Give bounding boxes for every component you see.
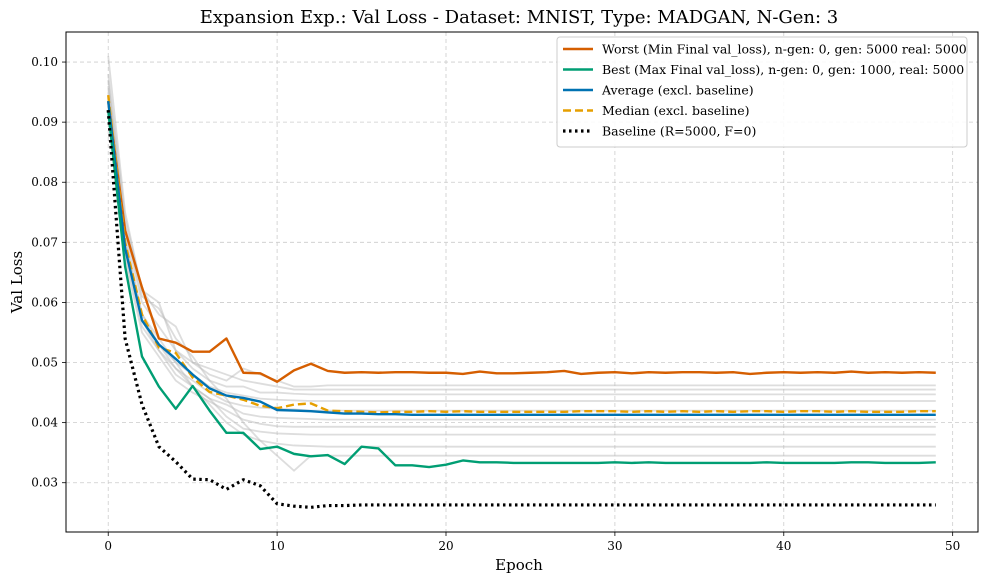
x-tick-label: 30 xyxy=(607,539,622,553)
background-run-line xyxy=(107,79,936,472)
y-tick-label: 0.06 xyxy=(31,295,58,309)
y-tick-label: 0.09 xyxy=(31,115,58,129)
y-axis-title: Val Loss xyxy=(8,251,26,314)
x-tick-label: 50 xyxy=(945,539,960,553)
background-run-line xyxy=(107,116,936,428)
y-tick-label: 0.08 xyxy=(31,175,58,189)
legend: Worst (Min Final val_loss), n-gen: 0, ge… xyxy=(556,36,968,148)
legend-box xyxy=(556,36,968,148)
background-run-line xyxy=(107,104,936,412)
series-line-worst xyxy=(107,100,936,383)
x-tick-label: 40 xyxy=(776,539,791,553)
series-line-average xyxy=(107,100,936,417)
y-axis-ticks: 0.03 0.04 0.05 0.06 0.07 0.08 0.09 0.10 xyxy=(31,55,66,490)
y-tick-label: 0.10 xyxy=(31,55,58,69)
chart-title: Expansion Exp.: Val Loss - Dataset: MNIS… xyxy=(200,7,839,28)
legend-label-baseline: Baseline (R=5000, F=0) xyxy=(602,124,756,139)
series-line-median xyxy=(107,94,936,414)
legend-label-worst: Worst (Min Final val_loss), n-gen: 0, ge… xyxy=(602,42,967,57)
legend-label-average: Average (excl. baseline) xyxy=(601,83,754,98)
y-tick-label: 0.05 xyxy=(31,356,58,370)
background-run-line xyxy=(107,85,936,396)
background-run-line xyxy=(107,55,936,388)
series-line-baseline xyxy=(106,110,936,509)
x-axis-ticks: 0 10 20 30 40 50 xyxy=(104,532,960,553)
series-lines xyxy=(106,94,936,509)
legend-label-best: Best (Max Final val_loss), n-gen: 0, gen… xyxy=(602,62,964,77)
background-run-line xyxy=(107,110,936,421)
legend-label-median: Median (excl. baseline) xyxy=(602,103,750,118)
x-axis-title: Epoch xyxy=(495,556,543,574)
background-run-line xyxy=(107,98,936,402)
x-tick-label: 10 xyxy=(269,539,284,553)
plot-frame xyxy=(65,31,979,533)
y-tick-label: 0.04 xyxy=(31,416,58,430)
y-tick-label: 0.03 xyxy=(31,476,58,490)
x-tick-label: 0 xyxy=(104,539,112,553)
series-line-best xyxy=(107,109,936,469)
x-tick-label: 20 xyxy=(438,539,453,553)
y-tick-label: 0.07 xyxy=(31,235,58,249)
background-run-line xyxy=(107,98,936,436)
background-run-line xyxy=(107,73,936,391)
